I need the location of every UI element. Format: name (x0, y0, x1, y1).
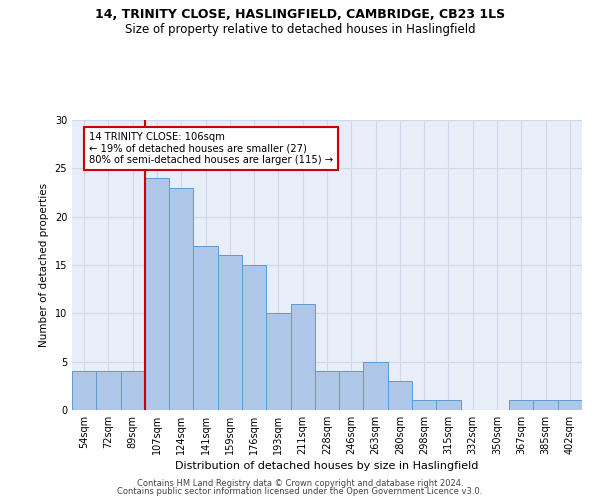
Bar (218, 256, 242, 410)
Text: Contains public sector information licensed under the Open Government Licence v3: Contains public sector information licen… (118, 487, 482, 496)
Text: 14 TRINITY CLOSE: 106sqm
← 19% of detached houses are smaller (27)
80% of semi-d: 14 TRINITY CLOSE: 106sqm ← 19% of detach… (89, 132, 333, 165)
Bar (121, 372, 145, 410)
Text: 14, TRINITY CLOSE, HASLINGFIELD, CAMBRIDGE, CB23 1LS: 14, TRINITY CLOSE, HASLINGFIELD, CAMBRID… (95, 8, 505, 20)
Bar (169, 188, 193, 410)
Bar (96, 372, 121, 410)
X-axis label: Distribution of detached houses by size in Haslingfield: Distribution of detached houses by size … (175, 461, 479, 471)
Bar (315, 372, 339, 410)
Bar (339, 372, 364, 410)
Bar (242, 265, 266, 410)
Bar (558, 400, 582, 410)
Bar (388, 381, 412, 410)
Bar (436, 400, 461, 410)
Text: Contains HM Land Registry data © Crown copyright and database right 2024.: Contains HM Land Registry data © Crown c… (137, 478, 463, 488)
Bar (193, 246, 218, 410)
Bar (72, 372, 96, 410)
Bar (266, 314, 290, 410)
Bar (533, 400, 558, 410)
Bar (145, 178, 169, 410)
Bar (290, 304, 315, 410)
Y-axis label: Number of detached properties: Number of detached properties (39, 183, 49, 347)
Bar (412, 400, 436, 410)
Bar (364, 362, 388, 410)
Text: Size of property relative to detached houses in Haslingfield: Size of property relative to detached ho… (125, 22, 475, 36)
Bar (509, 400, 533, 410)
